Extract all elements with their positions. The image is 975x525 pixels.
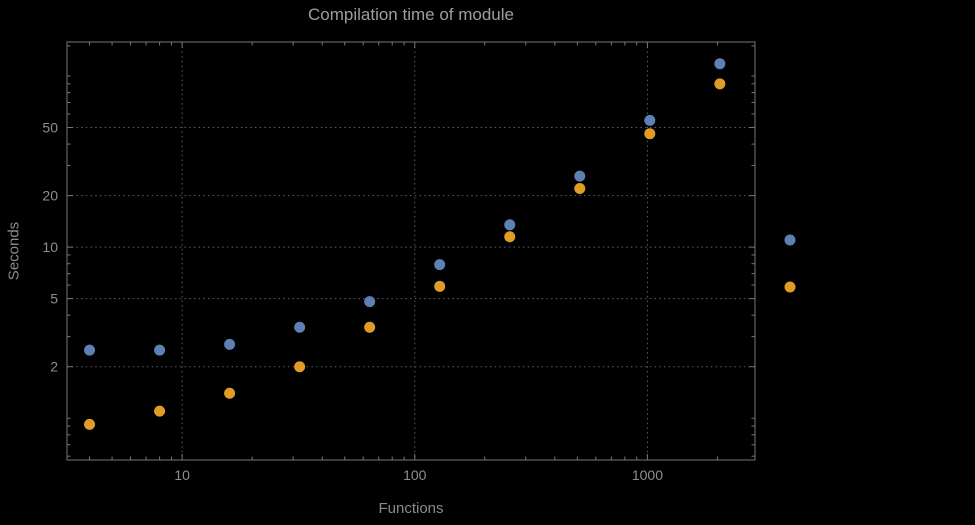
data-point-blue bbox=[574, 170, 586, 182]
y-tick-label: 2 bbox=[50, 359, 58, 375]
legend-marker-blue bbox=[784, 234, 796, 246]
data-point-blue bbox=[504, 219, 516, 231]
data-point-blue bbox=[364, 296, 376, 308]
plot-frame bbox=[66, 41, 756, 461]
data-point-blue bbox=[714, 58, 726, 70]
data-point-orange bbox=[224, 387, 236, 399]
y-tick-label: 10 bbox=[42, 239, 58, 255]
x-tick-label: 1000 bbox=[632, 467, 663, 483]
data-point-blue bbox=[154, 344, 166, 356]
data-point-orange bbox=[574, 183, 586, 195]
data-point-blue bbox=[644, 114, 656, 126]
data-point-blue bbox=[224, 338, 236, 350]
data-point-orange bbox=[154, 405, 166, 417]
data-point-blue bbox=[84, 344, 96, 356]
data-point-orange bbox=[714, 78, 726, 90]
y-tick-label: 50 bbox=[42, 120, 58, 136]
x-axis-label: Functions bbox=[378, 500, 444, 517]
data-point-orange bbox=[644, 128, 656, 140]
legend-marker-orange bbox=[784, 281, 796, 293]
data-point-orange bbox=[84, 418, 96, 430]
data-point-blue bbox=[294, 321, 306, 333]
y-tick-label: 5 bbox=[50, 291, 58, 307]
data-point-orange bbox=[434, 280, 446, 292]
y-axis-label: Seconds bbox=[5, 221, 23, 281]
x-tick-label: 100 bbox=[403, 467, 427, 483]
chart-title: Compilation time of module bbox=[308, 5, 514, 24]
data-point-orange bbox=[294, 361, 306, 373]
data-point-blue bbox=[434, 259, 446, 271]
data-point-orange bbox=[504, 231, 516, 243]
x-tick-label: 10 bbox=[174, 467, 190, 483]
y-tick-label: 20 bbox=[42, 188, 58, 204]
data-point-orange bbox=[364, 321, 376, 333]
